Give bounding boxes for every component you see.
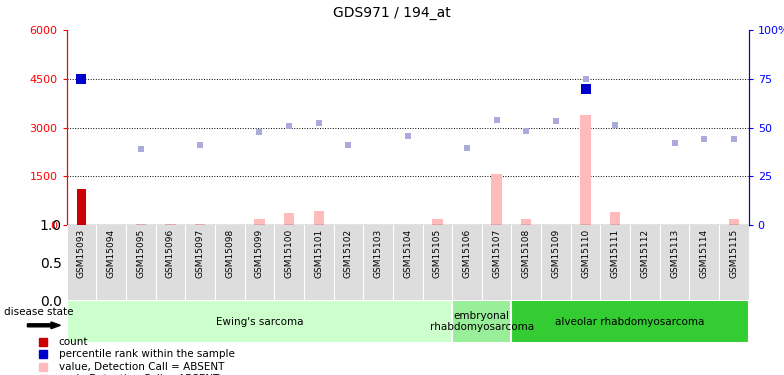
Text: embryonal
rhabdomyosarcoma: embryonal rhabdomyosarcoma	[430, 311, 534, 332]
Bar	[728, 219, 739, 225]
Text: GSM15097: GSM15097	[195, 229, 205, 278]
Text: count: count	[59, 337, 89, 347]
Text: GSM15093: GSM15093	[77, 229, 86, 278]
Text: value, Detection Call = ABSENT: value, Detection Call = ABSENT	[59, 362, 224, 372]
Text: GSM15104: GSM15104	[403, 229, 412, 278]
Text: disease state: disease state	[4, 307, 74, 317]
Bar	[521, 219, 532, 225]
Bar	[432, 219, 442, 225]
Text: GDS971 / 194_at: GDS971 / 194_at	[333, 6, 451, 20]
Text: GSM15095: GSM15095	[136, 229, 145, 278]
Text: GSM15111: GSM15111	[611, 229, 620, 278]
Text: rank, Detection Call = ABSENT: rank, Detection Call = ABSENT	[59, 374, 220, 375]
Bar	[452, 300, 511, 343]
Bar	[254, 219, 264, 225]
Text: GSM15094: GSM15094	[107, 229, 115, 278]
Bar	[284, 213, 294, 225]
Text: GSM15112: GSM15112	[641, 229, 649, 278]
Text: GSM15102: GSM15102	[344, 229, 353, 278]
Bar	[511, 300, 749, 343]
Text: GSM15106: GSM15106	[463, 229, 471, 278]
Text: percentile rank within the sample: percentile rank within the sample	[59, 350, 234, 359]
Text: alveolar rhabdomyosarcoma: alveolar rhabdomyosarcoma	[555, 316, 705, 327]
Text: GSM15101: GSM15101	[314, 229, 323, 278]
Bar	[492, 174, 502, 225]
Bar	[165, 224, 176, 225]
Text: GSM15105: GSM15105	[433, 229, 442, 278]
Text: GSM15099: GSM15099	[255, 229, 264, 278]
Text: Ewing's sarcoma: Ewing's sarcoma	[216, 316, 303, 327]
Text: GSM15113: GSM15113	[670, 229, 679, 278]
Text: GSM15096: GSM15096	[166, 229, 175, 278]
Text: GSM15115: GSM15115	[729, 229, 739, 278]
Bar	[195, 224, 205, 225]
Text: GSM15108: GSM15108	[522, 229, 531, 278]
Bar	[610, 211, 620, 225]
Text: GSM15114: GSM15114	[700, 229, 709, 278]
Bar	[67, 300, 452, 343]
Bar	[314, 211, 324, 225]
Text: GSM15098: GSM15098	[225, 229, 234, 278]
Text: GSM15100: GSM15100	[285, 229, 293, 278]
Text: GSM15103: GSM15103	[373, 229, 383, 278]
Bar	[136, 224, 146, 225]
Bar	[77, 189, 86, 225]
Text: GSM15107: GSM15107	[492, 229, 501, 278]
Text: GSM15109: GSM15109	[551, 229, 561, 278]
Bar	[580, 115, 591, 225]
Text: GSM15110: GSM15110	[581, 229, 590, 278]
